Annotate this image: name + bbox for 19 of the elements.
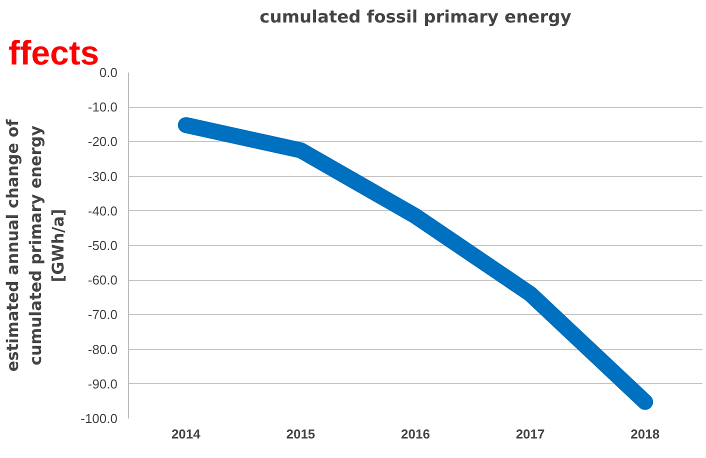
x-tick-label: 2015 bbox=[286, 426, 316, 442]
y-tick-label: -20.0 bbox=[88, 134, 118, 150]
x-tick-label: 2014 bbox=[171, 426, 202, 442]
y-axis-title: estimated annual change of cumulated primary energy [GWh/a] bbox=[3, 118, 68, 372]
y-tick-label: -50.0 bbox=[88, 238, 118, 253]
chart-title: cumulated fossil primary energy bbox=[260, 8, 572, 28]
y-tick-label: -70.0 bbox=[88, 307, 118, 322]
text: ffects bbox=[8, 34, 100, 72]
y-tick-label: -80.0 bbox=[88, 342, 118, 357]
y-tick-label: 0.0 bbox=[99, 65, 118, 80]
x-tick-label: 2017 bbox=[516, 426, 545, 442]
y-tick-label: -30.0 bbox=[88, 168, 118, 184]
y-tick-label: -100.0 bbox=[80, 411, 118, 426]
y-tick-label: -40.0 bbox=[88, 203, 118, 218]
y-tick-label: -90.0 bbox=[88, 376, 118, 392]
x-tick-label: 2018 bbox=[630, 426, 660, 442]
y-tick-label: -10.0 bbox=[88, 100, 118, 115]
y-tick-label: -60.0 bbox=[88, 272, 118, 288]
x-tick-label: 2016 bbox=[401, 426, 430, 442]
